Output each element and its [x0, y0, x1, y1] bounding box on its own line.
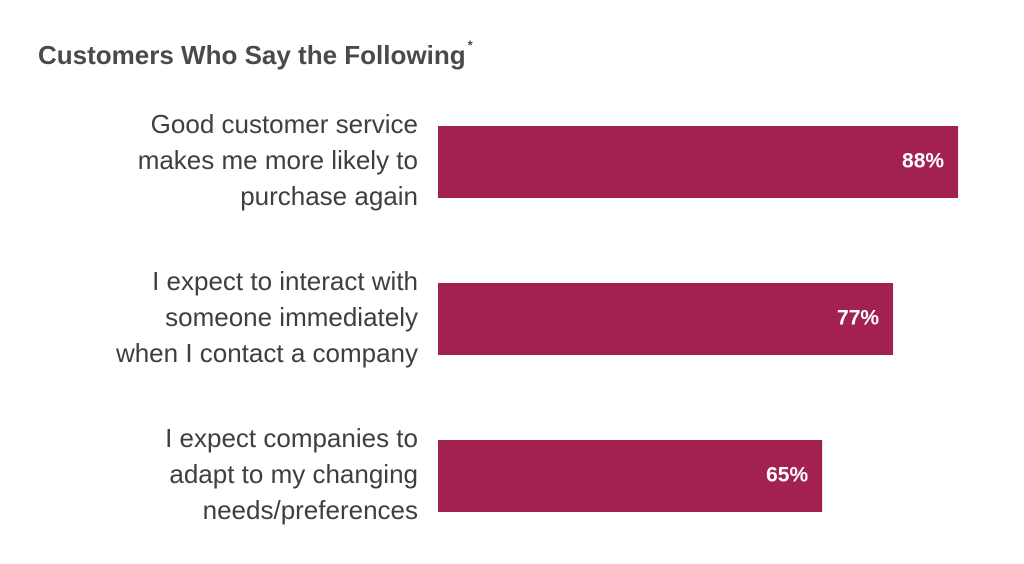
value-label: 88% — [902, 150, 944, 173]
value-label: 65% — [766, 464, 808, 487]
chart-title: Customers Who Say the Following — [38, 40, 466, 70]
category-label: I expect companies to adapt to my changin… — [165, 423, 418, 525]
category-label: I expect to interact with someone immedia… — [115, 266, 418, 368]
bar — [438, 126, 959, 198]
category-label: Good customer service makes me more likel… — [138, 109, 418, 211]
bar — [438, 283, 894, 355]
title-footnote-marker: * — [468, 37, 474, 52]
bar — [438, 440, 823, 512]
value-label: 77% — [837, 307, 879, 330]
